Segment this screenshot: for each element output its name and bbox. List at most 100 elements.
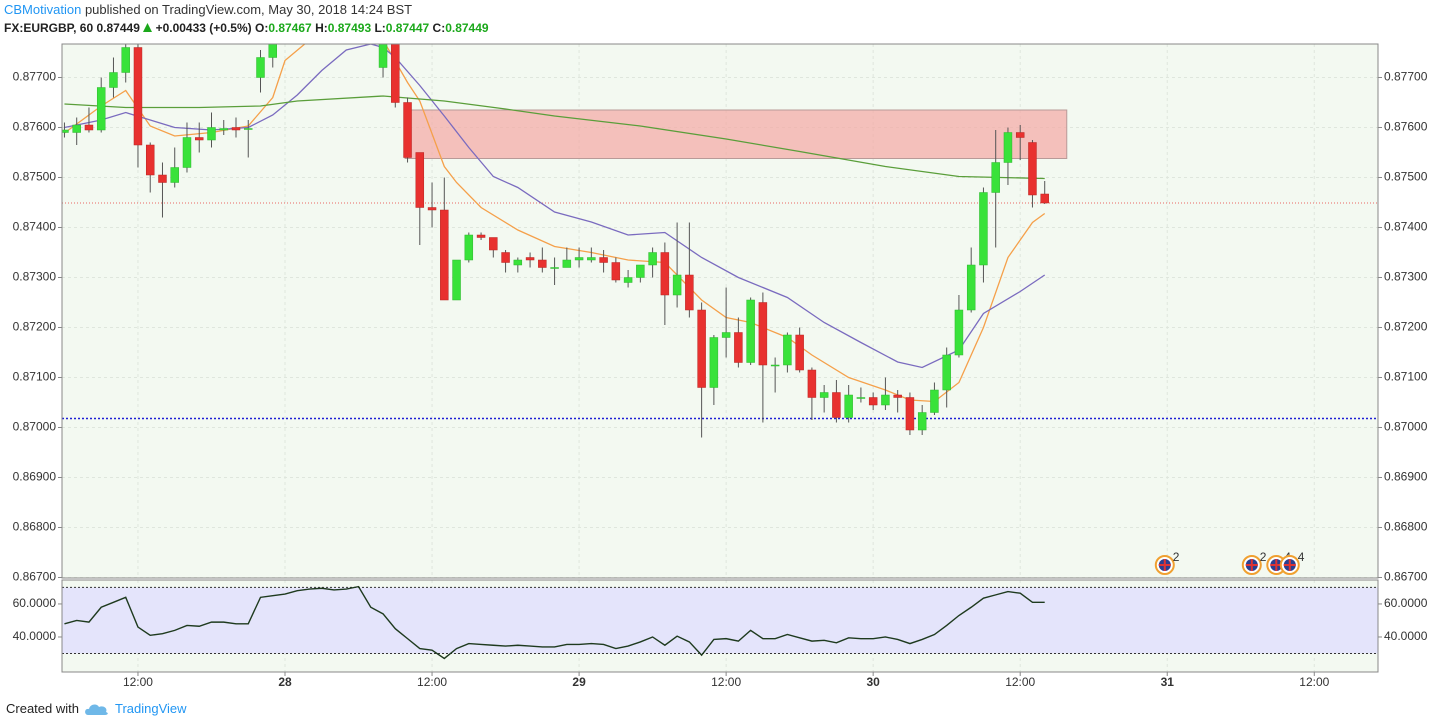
candle-body (145, 144, 155, 176)
candle-body (256, 57, 265, 78)
candle-body (991, 162, 1000, 193)
event-count: 4 (1298, 550, 1305, 564)
candle-body (452, 259, 461, 301)
candle-body (62, 129, 69, 133)
y-tick-label: 0.87500 (13, 170, 57, 184)
candle-body (930, 389, 939, 413)
candle-body (84, 124, 94, 131)
event-cross (1283, 559, 1296, 571)
x-tick-label: 12:00 (711, 675, 741, 689)
brand[interactable]: TradingView (114, 701, 187, 716)
candle-body (440, 209, 449, 301)
candle-body (734, 332, 743, 363)
candle-body (403, 102, 412, 158)
ohlc-value: 0.87447 (385, 21, 430, 35)
candle-body (893, 394, 902, 398)
candle-body (72, 124, 81, 133)
candle-body (770, 364, 780, 367)
y-tick-label: 0.86700 (1384, 570, 1428, 584)
y-tick-label: 0.87600 (13, 120, 57, 134)
up-arrow (143, 23, 153, 32)
candle-body (268, 44, 277, 58)
candle-body (807, 369, 817, 398)
event-count: 2 (1260, 550, 1267, 564)
candle-body (587, 257, 596, 261)
ohlc-label: L: (374, 21, 386, 35)
created: Created with (6, 701, 79, 716)
candle-body (513, 259, 523, 266)
candle-body (244, 128, 253, 130)
candle-body (538, 259, 547, 268)
x-tick-label: 31 (1161, 675, 1175, 689)
candle-body (427, 207, 437, 211)
y-tick-label: 0.87100 (1384, 370, 1428, 384)
candle-body (1040, 193, 1049, 204)
candle-body (599, 257, 608, 263)
x-tick-label: 29 (572, 675, 586, 689)
candle-body (464, 234, 474, 261)
candle-body (195, 137, 204, 141)
y-tick-label: 60.0000 (1384, 596, 1428, 610)
candle-body (158, 174, 167, 183)
candle-body (133, 47, 143, 146)
candle-body (856, 397, 866, 399)
rsi-line (64, 585, 1045, 660)
candle-body (525, 257, 535, 261)
candle-body (942, 354, 951, 391)
symbol: FX:EURGBP, 60 (4, 21, 94, 35)
zone (404, 109, 1068, 159)
candle-body (905, 397, 915, 431)
x-tick-label: 12:00 (1299, 675, 1329, 689)
y-tick-label: 0.87200 (1384, 320, 1428, 334)
candle-body (746, 299, 755, 363)
ohlc-label: H: (315, 21, 328, 35)
candle-body (795, 334, 804, 371)
y-tick-label: 0.87700 (13, 70, 57, 84)
candle-body (783, 334, 792, 366)
y-tick-label: 0.87200 (13, 320, 57, 334)
event-icon: 2 (1154, 550, 1180, 575)
ohlc-value: 0.87493 (327, 21, 372, 35)
candle-body (685, 274, 694, 311)
candle-body (672, 274, 682, 296)
author[interactable]: CBMotivation (4, 2, 82, 17)
y-tick-label: 0.87600 (1384, 120, 1428, 134)
rsi-band (62, 587, 1378, 654)
ohlc-value: 0.87449 (445, 21, 489, 35)
event-cross (1158, 559, 1171, 571)
price-frame (61, 43, 1379, 579)
candle-body (648, 252, 657, 266)
y-tick-label: 40.0000 (1384, 629, 1428, 643)
y-tick-label: 0.86900 (13, 470, 57, 484)
published: published on TradingView.com, May 30, 20… (84, 2, 413, 17)
candle-body (917, 412, 927, 431)
change: +0.00433 (+0.5%) (155, 21, 252, 35)
candle-body (562, 259, 572, 268)
candle-body (881, 394, 890, 406)
y-tick-label: 0.87700 (1384, 70, 1428, 84)
candle-body (709, 337, 719, 388)
candle-body (1015, 132, 1025, 138)
y-tick-label: 0.86700 (13, 570, 57, 584)
candle-body (489, 237, 498, 251)
candle-body (758, 302, 768, 366)
event-count: 2 (1173, 550, 1180, 564)
y-tick-label: 0.87300 (1384, 270, 1428, 284)
candle-body (721, 332, 731, 338)
x-tick-label: 12:00 (123, 675, 153, 689)
y-tick-label: 0.87400 (1384, 220, 1428, 234)
ohlc-value: 0.87467 (268, 21, 312, 35)
candle-body (636, 264, 645, 278)
event-cross (1245, 559, 1258, 571)
candle-body (231, 127, 241, 131)
candle-body (501, 252, 510, 263)
candle-body (868, 397, 878, 406)
candle-body (170, 167, 179, 183)
y-tick-label: 0.86800 (13, 520, 57, 534)
candle-body (182, 137, 192, 168)
candle-body (574, 257, 584, 261)
y-tick-label: 0.87500 (1384, 170, 1428, 184)
moving-average (64, 95, 1045, 180)
candle-body (832, 392, 841, 418)
price: 0.87449 (96, 21, 140, 35)
